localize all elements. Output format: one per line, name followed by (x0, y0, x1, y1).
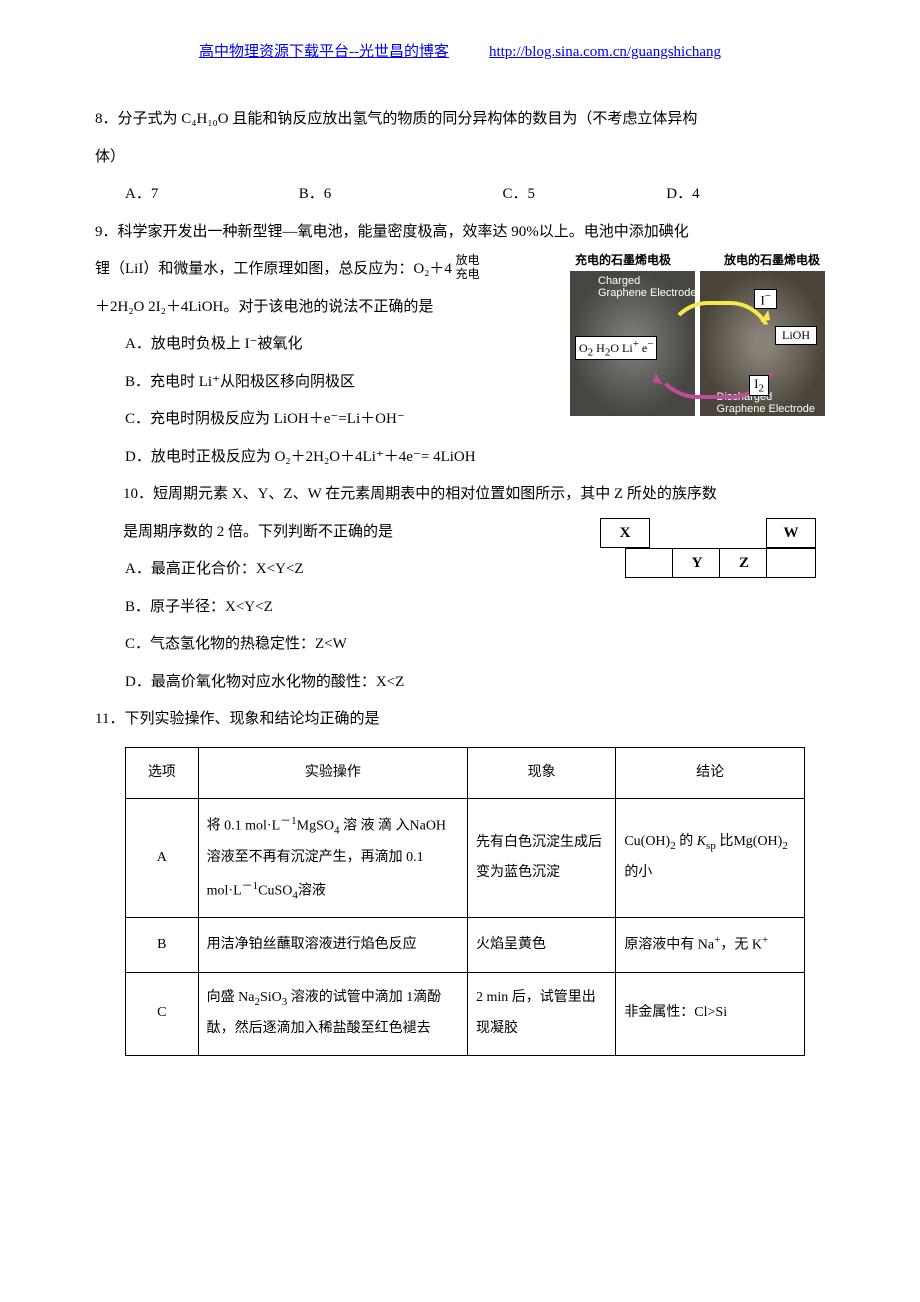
q8-optA: A．7 (125, 176, 295, 214)
q9-stem-line1: 9．科学家开发出一种新型锂—氧电池，能量密度极高，效率达 90%以上。电池中添加… (95, 214, 825, 252)
cell-op: 将 0.1 mol·L－1MgSO4 溶 液 滴 入NaOH 溶液至不再有沉淀产… (198, 799, 467, 918)
battery-diagram: 充电的石墨烯电极 放电的石墨烯电极 ChargedGraphene Electr… (570, 251, 825, 416)
cell-blank-right (766, 548, 816, 578)
th-option: 选项 (126, 747, 199, 799)
cell-con: Cu(OH)2 的 Ksp 比Mg(OH)2 的小 (616, 799, 805, 918)
experiment-table: 选项 实验操作 现象 结论 A 将 0.1 mol·L－1MgSO4 溶 液 滴… (125, 747, 805, 1056)
diagram-sub-left: ChargedGraphene Electrode (598, 275, 696, 299)
cell-y: Y (672, 548, 722, 578)
ion-i2: I2 (749, 375, 769, 396)
cell-ph: 先有白色沉淀生成后变为蓝色沉淀 (468, 799, 616, 918)
cell-opt: A (126, 799, 199, 918)
table-header-row: 选项 实验操作 现象 结论 (126, 747, 805, 799)
header-left-link[interactable]: 高中物理资源下载平台--光世昌的博客 (199, 44, 449, 60)
q8-optB: B．6 (299, 176, 499, 214)
q10-optD: D．最高价氧化物对应水化物的酸性：X<Z (95, 664, 825, 702)
reaction-condition: 放电 充电 (456, 254, 480, 280)
q8-optC: C．5 (503, 176, 663, 214)
cell-x: X (600, 518, 650, 548)
header-right-link[interactable]: http://blog.sina.com.cn/guangshichang (489, 44, 721, 60)
q8-optD: D．4 (666, 176, 699, 214)
ion-i-minus: I− (754, 289, 777, 309)
right-formula-box: LiOH (775, 326, 817, 345)
cell-ph: 2 min 后，试管里出现凝胶 (468, 972, 616, 1055)
cell-op: 用洁净铂丝蘸取溶液进行焰色反应 (198, 918, 467, 972)
q10-optB: B．原子半径：X<Y<Z (95, 589, 825, 627)
th-conclusion: 结论 (616, 747, 805, 799)
q8-stem-line1: 8．分子式为 C₄H₁₀O 且能和钠反应放出氢气的物质的同分异构体的数目为（不考… (95, 101, 825, 139)
cell-con: 原溶液中有 Na+，无 K+ (616, 918, 805, 972)
diagram-top-left-label: 充电的石墨烯电极 (575, 251, 671, 268)
cell-opt: B (126, 918, 199, 972)
cell-blank-left (625, 548, 674, 578)
left-formula-box: O2 H2O Li+ e− (575, 336, 657, 360)
cell-z: Z (719, 548, 769, 578)
th-phenomenon: 现象 (468, 747, 616, 799)
q8-stem-line2: 体） (95, 139, 825, 177)
th-operation: 实验操作 (198, 747, 467, 799)
table-row: A 将 0.1 mol·L－1MgSO4 溶 液 滴 入NaOH 溶液至不再有沉… (126, 799, 805, 918)
q10-optC: C．气态氢化物的热稳定性：Z<W (95, 626, 825, 664)
table-row: C 向盛 Na2SiO3 溶液的试管中滴加 1滴酚酞，然后逐滴加入稀盐酸至红色褪… (126, 972, 805, 1055)
cell-ph: 火焰呈黄色 (468, 918, 616, 972)
cond-bot: 充电 (456, 267, 480, 281)
cell-con: 非金属性：Cl>Si (616, 972, 805, 1055)
q9-stem-2a: 锂（LiI）和微量水，工作原理如图，总反应为：O₂＋4 (95, 261, 452, 277)
diagram-top-right-label: 放电的石墨烯电极 (724, 251, 820, 268)
cell-op: 向盛 Na2SiO3 溶液的试管中滴加 1滴酚酞，然后逐滴加入稀盐酸至红色褪去 (198, 972, 467, 1055)
q10-stem-line1: 10．短周期元素 X、Y、Z、W 在元素周期表中的相对位置如图所示，其中 Z 所… (95, 476, 825, 514)
cell-opt: C (126, 972, 199, 1055)
cell-w: W (766, 518, 816, 548)
q8-options: A．7 B．6 C．5 D．4 (125, 176, 825, 214)
q9-optD: D．放电时正极反应为 O₂＋2H₂O＋4Li⁺＋4e⁻= 4LiOH (95, 439, 825, 477)
table-row: B 用洁净铂丝蘸取溶液进行焰色反应 火焰呈黄色 原溶液中有 Na+，无 K+ (126, 918, 805, 972)
q11-stem: 11．下列实验操作、现象和结论均正确的是 (95, 701, 825, 739)
cond-top: 放电 (456, 253, 480, 267)
periodic-table-fragment: X W Y Z (600, 518, 815, 583)
page-header: 高中物理资源下载平台--光世昌的博客 http://blog.sina.com.c… (95, 40, 825, 61)
